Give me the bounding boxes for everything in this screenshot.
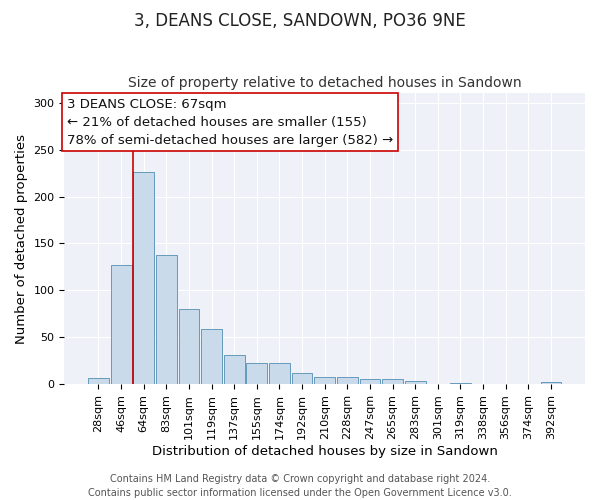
Bar bbox=[337, 376, 358, 384]
Y-axis label: Number of detached properties: Number of detached properties bbox=[15, 134, 28, 344]
Bar bbox=[405, 382, 425, 384]
Text: Contains HM Land Registry data © Crown copyright and database right 2024.
Contai: Contains HM Land Registry data © Crown c… bbox=[88, 474, 512, 498]
Bar bbox=[359, 380, 380, 384]
Bar bbox=[450, 383, 471, 384]
Bar bbox=[201, 329, 222, 384]
Bar bbox=[269, 364, 290, 384]
Text: 3 DEANS CLOSE: 67sqm
← 21% of detached houses are smaller (155)
78% of semi-deta: 3 DEANS CLOSE: 67sqm ← 21% of detached h… bbox=[67, 98, 393, 147]
Bar bbox=[179, 309, 199, 384]
Title: Size of property relative to detached houses in Sandown: Size of property relative to detached ho… bbox=[128, 76, 521, 90]
Bar bbox=[314, 376, 335, 384]
Bar bbox=[382, 380, 403, 384]
Bar bbox=[292, 373, 313, 384]
Bar bbox=[247, 364, 267, 384]
Bar bbox=[88, 378, 109, 384]
Text: 3, DEANS CLOSE, SANDOWN, PO36 9NE: 3, DEANS CLOSE, SANDOWN, PO36 9NE bbox=[134, 12, 466, 30]
Bar bbox=[156, 254, 177, 384]
Bar bbox=[541, 382, 562, 384]
Bar bbox=[133, 172, 154, 384]
Bar bbox=[224, 355, 245, 384]
X-axis label: Distribution of detached houses by size in Sandown: Distribution of detached houses by size … bbox=[152, 444, 497, 458]
Bar bbox=[110, 265, 131, 384]
